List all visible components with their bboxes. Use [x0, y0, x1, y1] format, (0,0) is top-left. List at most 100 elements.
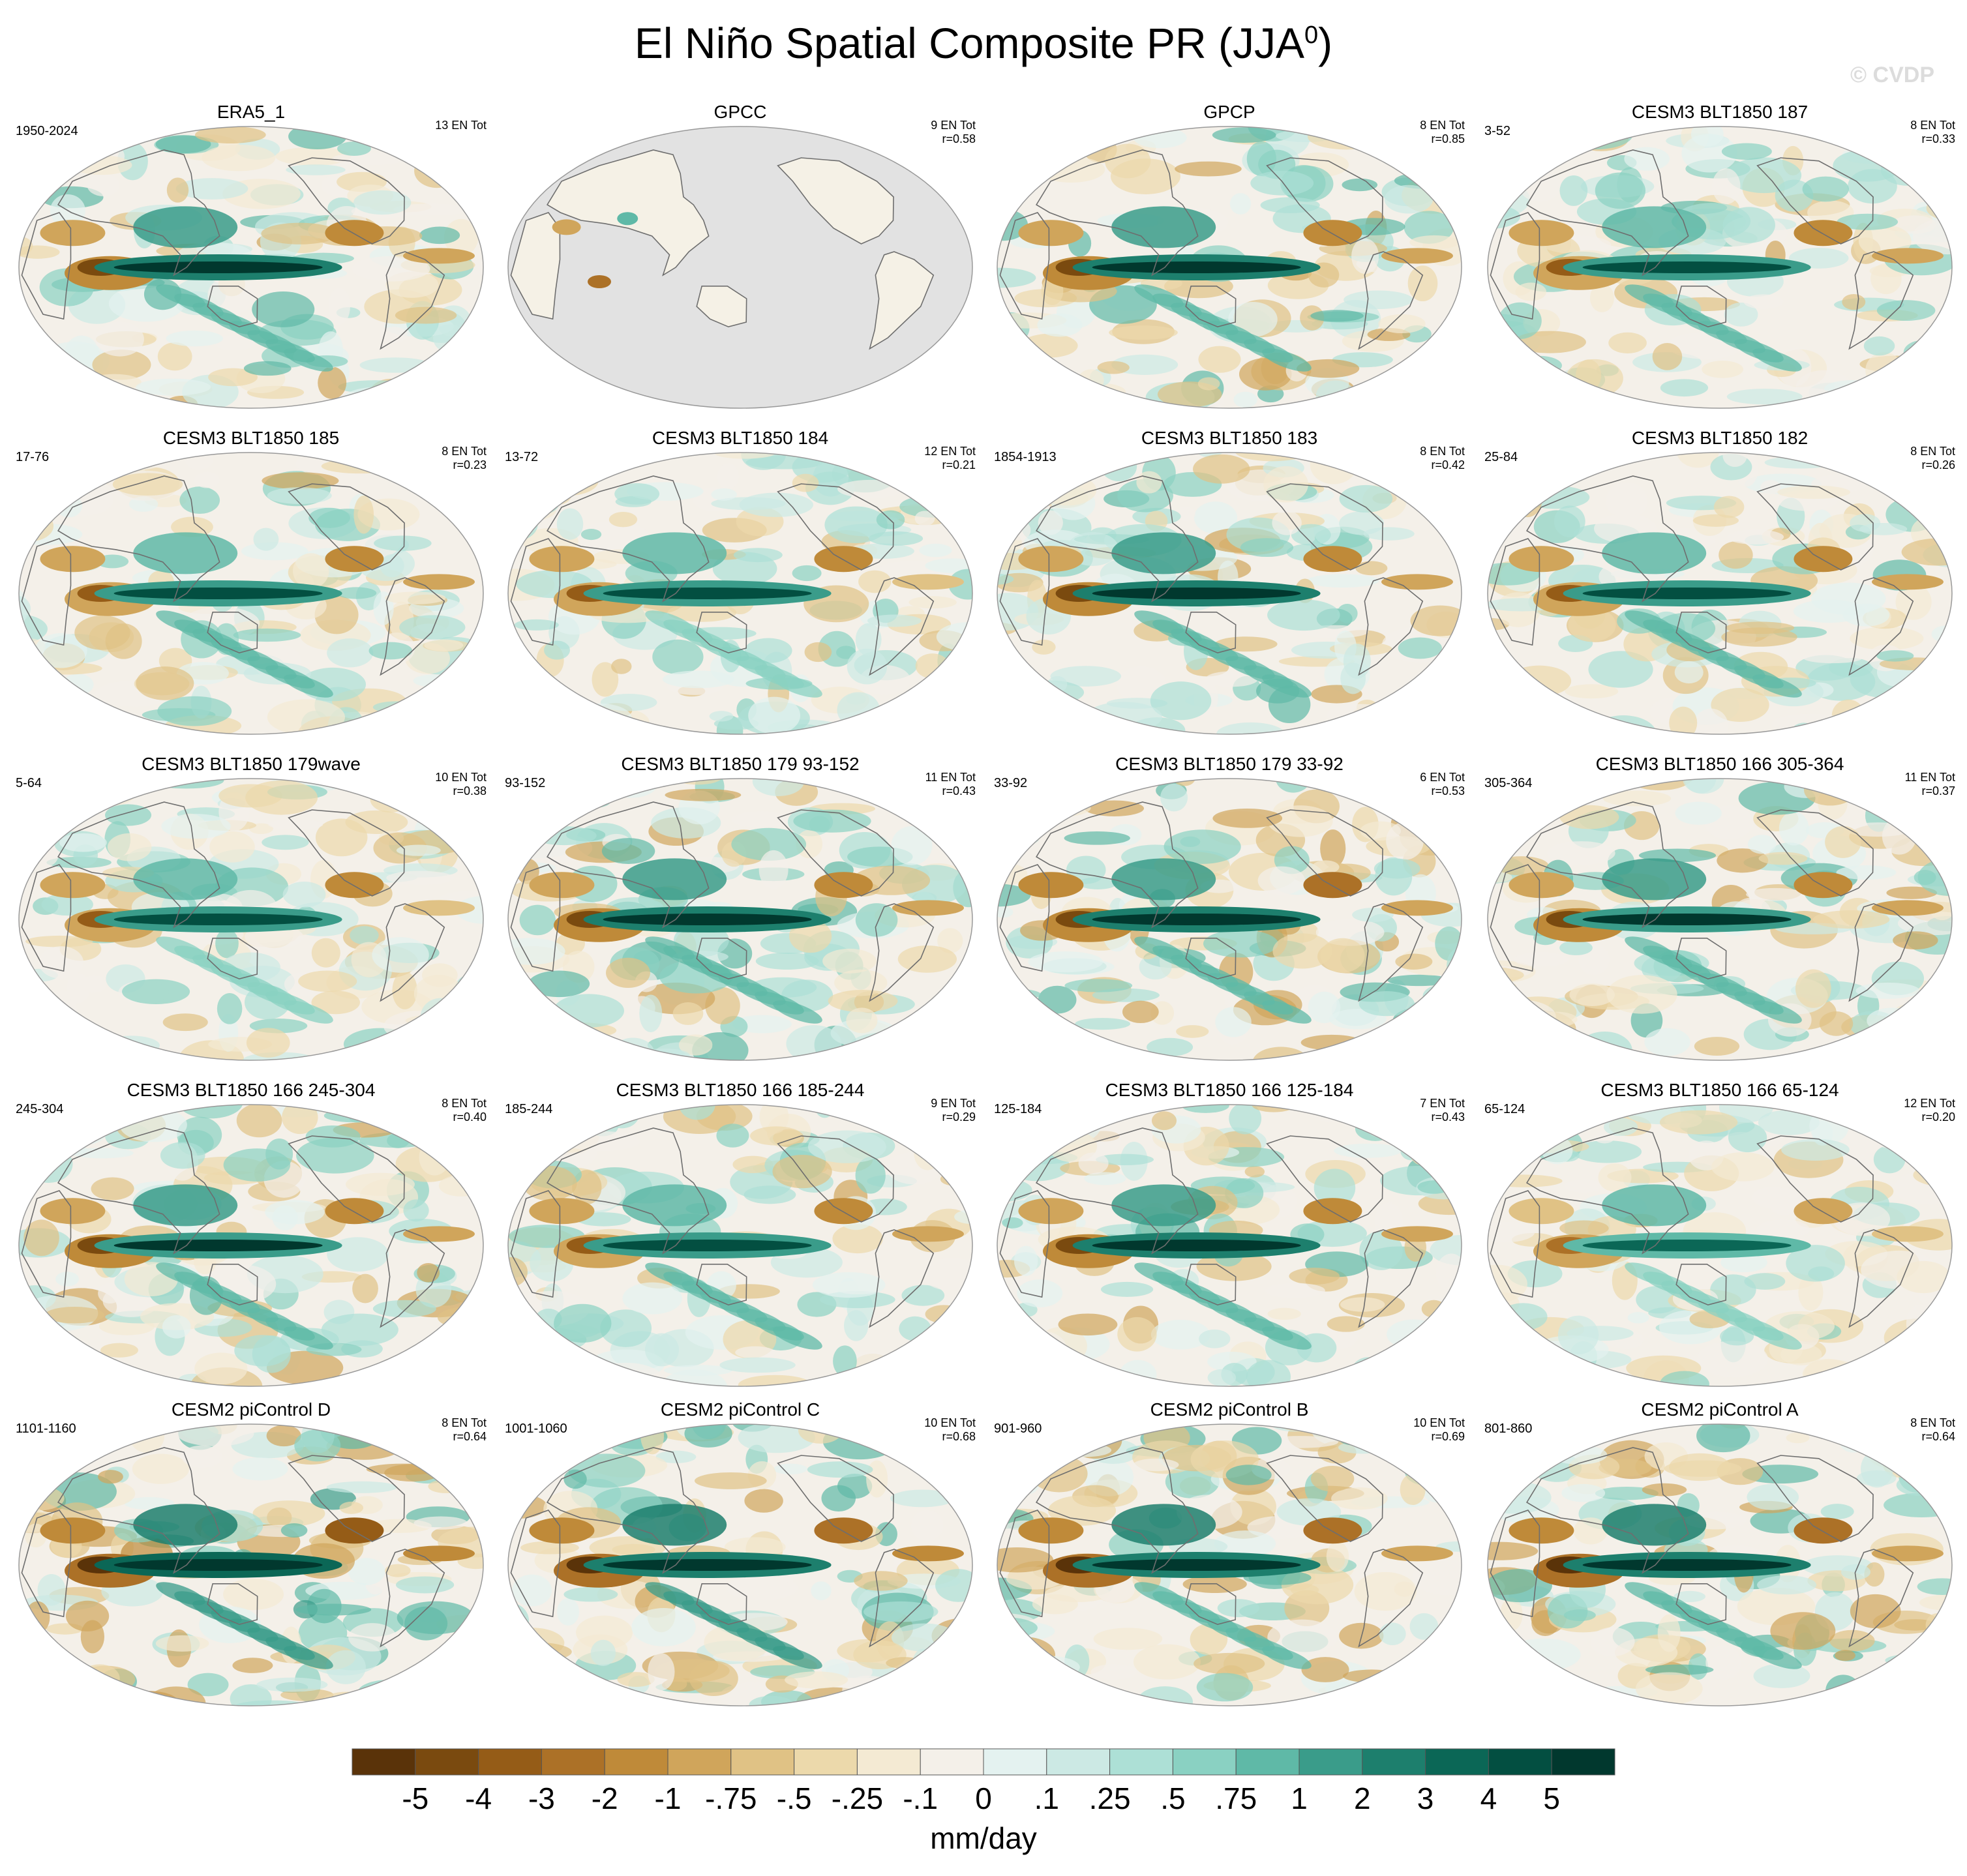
dry-anomaly-central-america: [1303, 872, 1362, 899]
dry-anomaly-india: [1509, 220, 1574, 246]
anomaly-patch: [1901, 538, 1952, 566]
anomaly-patch: [1320, 938, 1365, 973]
anomaly-patch: [997, 1110, 1034, 1136]
anomaly-patch: [1756, 1575, 1817, 1595]
anomaly-patch: [412, 1337, 479, 1375]
anomaly-patch: [1898, 1429, 1952, 1459]
coastline: [207, 286, 258, 328]
anomaly-patch: [773, 1463, 807, 1475]
pattern-correlation: r=0.43: [942, 784, 976, 797]
coastline: [1035, 1447, 1199, 1574]
anomaly-patch: [1888, 1369, 1947, 1386]
anomaly-patch: [1856, 1470, 1897, 1487]
anomaly-patch: [327, 638, 374, 668]
pattern-correlation: r=0.42: [1431, 458, 1465, 471]
anomaly-patch: [997, 514, 1021, 527]
anomaly-patch: [997, 453, 1028, 471]
anomaly-patch: [1897, 1424, 1924, 1447]
anomaly-patch: [29, 1017, 68, 1028]
coastline: [1185, 938, 1237, 980]
anomaly-patch: [997, 1637, 1056, 1673]
wet-anomaly-core: [1582, 588, 1792, 599]
anomaly-patch: [395, 1694, 449, 1705]
coastline: [1756, 157, 1874, 245]
anomaly-patch: [38, 378, 84, 393]
dry-anomaly-india: [529, 1517, 595, 1544]
anomaly-patch: [1802, 176, 1849, 202]
anomaly-patch: [398, 468, 464, 492]
anomaly-patch: [1856, 387, 1884, 407]
map-panel: CESM2 piControl B 901-960 10 EN Tot r=0.69: [985, 1395, 1474, 1708]
anomaly-patch: [1576, 359, 1602, 391]
anomaly-patch: [1876, 650, 1914, 662]
anomaly-patch: [1722, 453, 1747, 468]
anomaly-patch: [223, 1578, 284, 1611]
anomaly-patch: [19, 654, 46, 671]
anomaly-patch: [370, 786, 411, 813]
map-border: [18, 452, 484, 735]
anomaly-patch: [1516, 1686, 1591, 1700]
dry-anomaly-central-america: [814, 872, 873, 899]
wet-anomaly-core: [1582, 1240, 1792, 1251]
anomaly-patch: [428, 1480, 464, 1493]
anomaly-patch: [1355, 1116, 1396, 1141]
panel-years: 245-304: [16, 1102, 64, 1116]
anomaly-patch: [1133, 1458, 1179, 1472]
anomaly-patch: [948, 569, 972, 600]
anomaly-patch: [1090, 1664, 1137, 1680]
anomaly-patch: [1229, 193, 1252, 215]
world-map: [507, 452, 973, 735]
anomaly-patch: [155, 135, 211, 154]
world-map: [507, 1423, 973, 1706]
anomaly-patch: [120, 398, 162, 408]
anomaly-patch: [855, 1157, 886, 1194]
anomaly-patch: [323, 1109, 382, 1123]
event-count: 8 EN Tot: [1910, 1416, 1955, 1429]
anomaly-patch: [1694, 1037, 1740, 1056]
anomaly-patch: [1291, 524, 1331, 546]
anomaly-patch: [719, 1357, 796, 1373]
anomaly-patch: [1363, 527, 1415, 541]
panel-years: 801-860: [1484, 1422, 1533, 1436]
anomaly-patch: [1194, 501, 1237, 534]
anomaly-patch: [1196, 1673, 1254, 1702]
anomaly-patch: [847, 648, 888, 685]
anomaly-patch: [1038, 985, 1077, 1014]
anomaly-patch: [1396, 374, 1450, 408]
anomaly-patch: [1904, 1127, 1926, 1160]
colorbar-swatch: [1488, 1748, 1552, 1776]
anomaly-patch: [997, 1647, 1031, 1686]
anomaly-patch: [50, 483, 114, 516]
anomaly-patch: [1925, 1613, 1949, 1637]
coastline: [1035, 801, 1199, 929]
dry-anomaly-central-america: [814, 1517, 873, 1544]
anomaly-patch: [1779, 811, 1809, 846]
anomaly-patch: [1002, 1217, 1023, 1228]
anomaly-patch: [1867, 1375, 1913, 1386]
anomaly-patch: [508, 970, 523, 999]
anomaly-patch: [1726, 529, 1784, 545]
colorbar-swatch: [667, 1748, 732, 1776]
anomaly-patch: [997, 1693, 1026, 1706]
anomaly-patch: [508, 359, 546, 382]
map-panel: CESM3 BLT1850 166 245-304 245-304 8 EN Tot…: [7, 1076, 496, 1389]
anomaly-patch: [1753, 1663, 1810, 1688]
anomaly-patch: [426, 455, 483, 475]
anomaly-patch: [1050, 666, 1122, 687]
anomaly-patch: [1501, 1034, 1552, 1060]
anomaly-patch: [1669, 1453, 1731, 1481]
panel-stats: 8 EN Tot r=0.40: [442, 1097, 487, 1124]
anomaly-patch: [1883, 1009, 1927, 1041]
anomaly-patch: [1508, 1442, 1539, 1455]
anomaly-patch: [284, 1326, 333, 1350]
anomaly-patch: [1538, 780, 1569, 798]
wet-anomaly-core: [113, 588, 323, 599]
anomaly-patch: [1402, 1433, 1462, 1464]
anomaly-patch: [665, 788, 742, 801]
anomaly-patch: [997, 149, 1020, 188]
anomaly-patch: [1495, 127, 1540, 157]
anomaly-patch: [1743, 294, 1784, 309]
dry-anomaly-central-america: [814, 546, 873, 573]
panel-title: CESM3 BLT1850 179wave: [142, 754, 361, 774]
colorbar-tick-label: 2: [1354, 1781, 1371, 1815]
